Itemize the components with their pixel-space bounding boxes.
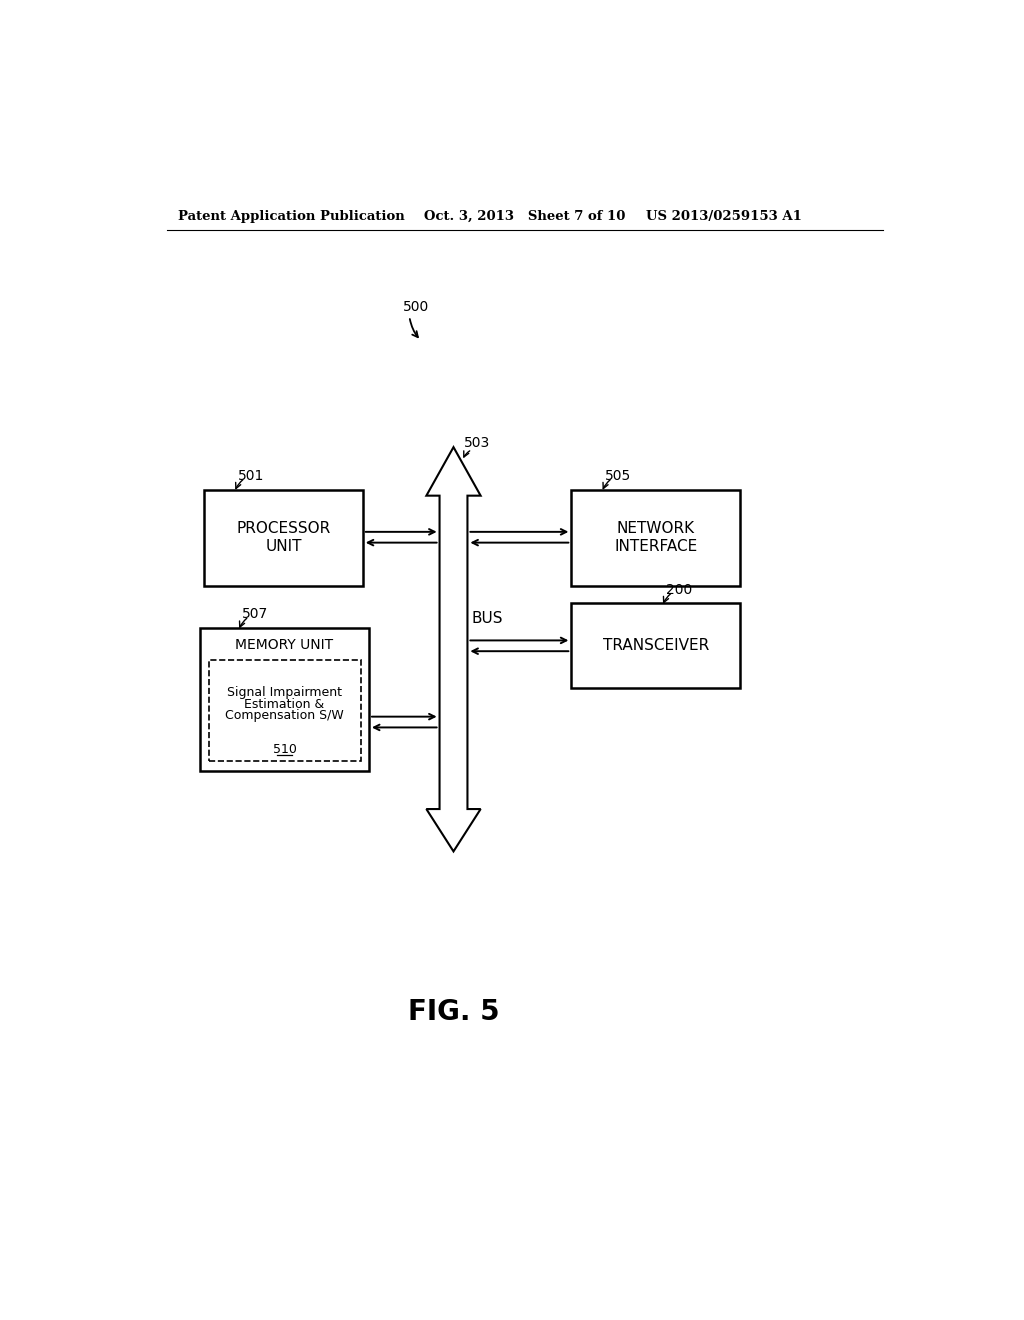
Text: MEMORY UNIT: MEMORY UNIT (236, 638, 334, 652)
Text: 503: 503 (464, 437, 489, 450)
Text: FIG. 5: FIG. 5 (408, 998, 500, 1026)
Text: TRANSCEIVER: TRANSCEIVER (603, 639, 709, 653)
Bar (204, 490, 362, 586)
Text: US 2013/0259153 A1: US 2013/0259153 A1 (646, 210, 802, 223)
Text: 501: 501 (238, 469, 264, 483)
Text: Signal Impairment: Signal Impairment (227, 686, 342, 700)
Text: 200: 200 (666, 582, 692, 597)
Text: Patent Application Publication: Patent Application Publication (178, 210, 406, 223)
Bar (209, 660, 360, 760)
Text: NETWORK
INTERFACE: NETWORK INTERFACE (614, 521, 697, 554)
Bar (571, 490, 740, 586)
Text: Compensation S/W: Compensation S/W (225, 709, 344, 722)
Text: Estimation &: Estimation & (245, 698, 325, 711)
Text: Oct. 3, 2013   Sheet 7 of 10: Oct. 3, 2013 Sheet 7 of 10 (424, 210, 626, 223)
Bar (200, 628, 369, 771)
Text: 500: 500 (403, 300, 429, 314)
Bar (571, 603, 740, 688)
Text: 510: 510 (272, 743, 297, 756)
Text: 505: 505 (605, 469, 632, 483)
Text: PROCESSOR
UNIT: PROCESSOR UNIT (237, 521, 331, 554)
Text: 507: 507 (242, 607, 268, 622)
Text: BUS: BUS (471, 611, 503, 626)
